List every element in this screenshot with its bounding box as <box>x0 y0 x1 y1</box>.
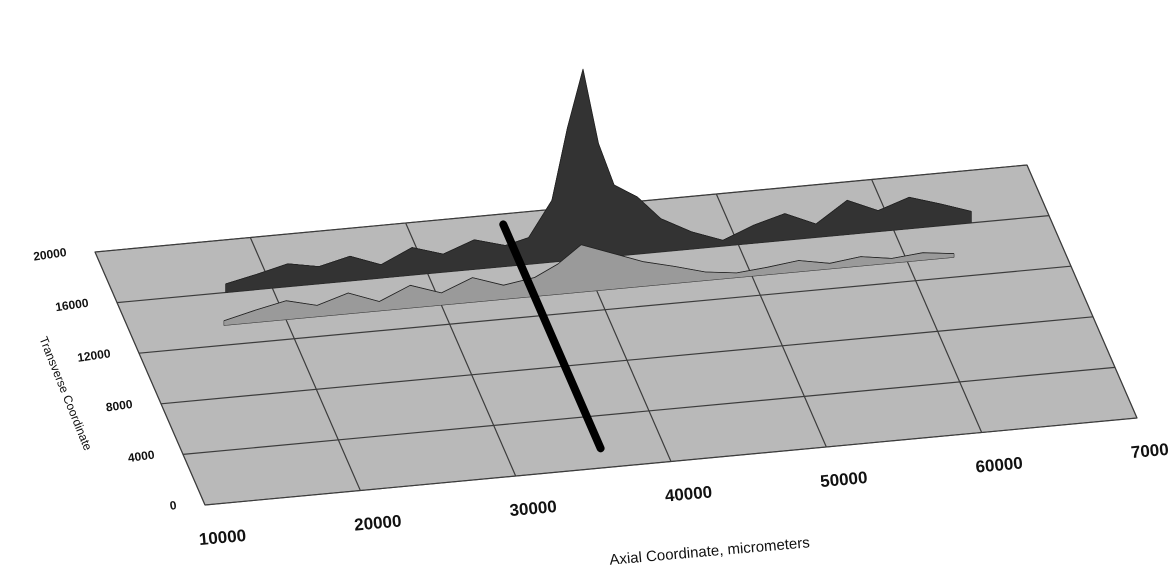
grid-line-y <box>182 366 1116 455</box>
x-tick-label: 70000 <box>1130 439 1168 462</box>
grid-line-x <box>1026 164 1138 419</box>
x-axis-title: Axial Coordinate, micrometers <box>609 534 811 565</box>
y-tick-label: 0 <box>169 498 178 513</box>
marker-line <box>499 220 605 453</box>
surface-ridges <box>223 68 972 326</box>
x-tick-label: 60000 <box>975 453 1024 476</box>
ridge-outline <box>223 244 955 322</box>
grid-line-y <box>204 417 1138 506</box>
y-tick-label: 16000 <box>54 296 89 315</box>
x-tick-label: 50000 <box>819 468 868 491</box>
y-tick-label: 4000 <box>127 447 156 465</box>
grid-line-x <box>94 251 206 506</box>
x-tick-label: 10000 <box>198 526 247 549</box>
y-tick-label: 8000 <box>105 397 134 415</box>
x-tick-labels: 10000 20000 30000 40000 50000 60000 70000 <box>198 439 1168 549</box>
y-tick-labels: 0 4000 8000 12000 16000 20000 <box>32 245 177 513</box>
ridge-outline <box>225 68 972 285</box>
grid-line-y <box>138 265 1072 354</box>
grid-line-y <box>160 316 1094 405</box>
x-tick-label: 20000 <box>353 511 402 534</box>
ridge-0 <box>225 68 972 293</box>
y-tick-label: 20000 <box>32 245 67 264</box>
x-tick-label: 30000 <box>509 497 558 520</box>
ridge-1 <box>223 244 955 326</box>
marker-line-group <box>499 220 605 453</box>
x-tick-label: 40000 <box>664 482 713 505</box>
y-tick-label: 12000 <box>76 346 111 365</box>
